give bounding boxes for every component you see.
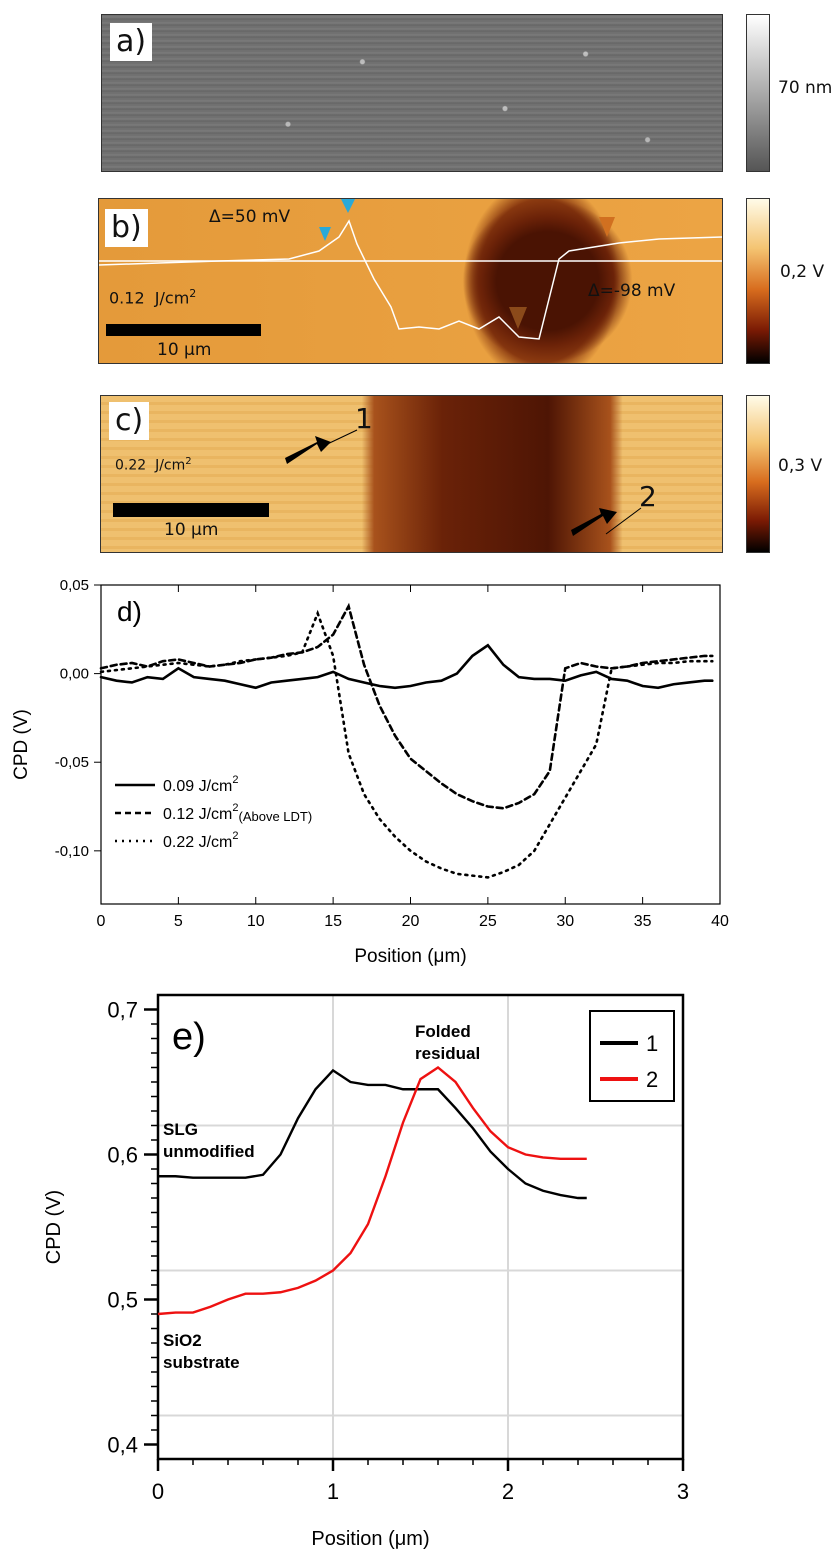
cpd-profiles-chart: d) 0 5 10 15 20 25 30 35 40 0,05 0,00 -0,05 -0,10 Posi… — [11, 577, 729, 967]
arrow-1 — [285, 436, 331, 464]
x-axis-label-e: Position (μm) — [311, 1528, 429, 1550]
legend-label-d-2: 0.12 J/cm2(Above LDT) — [163, 802, 312, 824]
y-tick-label-e: 0,7 — [107, 998, 138, 1023]
panel-a-label: a) — [110, 23, 153, 61]
y-tick-label-d: -0,10 — [55, 843, 89, 860]
colorbar-heat-c — [746, 395, 770, 553]
panel-b-label: b) — [105, 209, 148, 247]
annotation-sio2-substrate: SiO2 substrate — [163, 1331, 240, 1372]
annotation-slg-unmodified: SLG unmodified — [163, 1120, 255, 1161]
marker-1-label: 1 — [355, 402, 373, 435]
x-tick-label-e: 2 — [502, 1479, 514, 1504]
x-tick-label-e: 1 — [327, 1479, 339, 1504]
series-line-e-2 — [157, 1066, 587, 1316]
x-tick-label-e: 0 — [152, 1479, 164, 1504]
colorbar-c-label: 0,3 V — [778, 456, 823, 476]
legend-box-e — [589, 1010, 675, 1102]
fluence-b: 0.12 J/cm2 — [109, 287, 197, 308]
x-tick-label-d: 5 — [174, 913, 183, 930]
panel-c-label: c) — [109, 402, 150, 440]
colorbar-grayscale — [746, 14, 770, 172]
y-tick-label-e: 0,5 — [107, 1288, 138, 1313]
cpd-residual-chart: e) 0 1 2 3 0,7 0,6 0,5 0,4 Position (μm) CPD (V) 1 2… — [43, 993, 689, 1550]
y-axis-label-e: CPD (V) — [43, 1190, 65, 1264]
colorbar-a-label: 70 nm — [778, 78, 833, 98]
panel-d-label: d) — [117, 596, 142, 627]
orange-marker — [599, 217, 615, 237]
cyan-marker — [319, 227, 331, 241]
x-tick-label-d: 0 — [97, 913, 106, 930]
plot-frame-d — [100, 584, 721, 905]
colorbar-heat-b — [746, 198, 770, 364]
legend-label-e-2: 2 — [646, 1067, 658, 1092]
cyan-marker — [341, 199, 355, 213]
x-tick-label-d: 20 — [402, 913, 420, 930]
scalebar-b-label: 10 μm — [157, 340, 212, 360]
brown-marker — [509, 307, 527, 329]
x-tick-label-e: 3 — [677, 1479, 689, 1504]
series-line-e-1 — [158, 1068, 587, 1200]
x-axis-label-d: Position (μm) — [354, 946, 466, 967]
legend-label-e-1: 1 — [646, 1031, 658, 1056]
delta-negative: Δ=-98 mV — [588, 281, 676, 301]
colorbar-b-label: 0,2 V — [780, 262, 825, 282]
x-tick-label-d: 10 — [247, 913, 265, 930]
arrow-overlay — [285, 429, 642, 536]
delta-positive: Δ=50 mV — [209, 207, 291, 227]
arrow-2 — [571, 508, 617, 536]
legend-label-d-3: 0.22 J/cm2 — [163, 830, 238, 851]
annotation-folded-residual: Folded residual — [415, 1022, 480, 1063]
line-profile-overlay — [99, 199, 722, 340]
series-line-d-3 — [99, 609, 714, 879]
y-axis-label-d: CPD (V) — [11, 709, 32, 780]
kpfm-image-b: b) 0.12 J/cm2 10 μm Δ=50 mV Δ=-98 mV — [98, 198, 723, 364]
kpfm-image-c: c) 0.22 J/cm2 10 μm 1 2 — [100, 395, 723, 553]
x-tick-label-d: 30 — [556, 913, 574, 930]
scalebar-c — [113, 503, 269, 517]
panel-e-label: e) — [172, 1016, 206, 1058]
scalebar-b — [106, 324, 261, 336]
y-tick-label-e: 0,6 — [107, 1143, 138, 1168]
marker-2-label: 2 — [639, 480, 657, 513]
y-tick-label-e: 0,4 — [107, 1433, 138, 1458]
series-line-d-1 — [99, 643, 714, 690]
scalebar-c-label: 10 μm — [164, 520, 219, 540]
x-tick-label-d: 35 — [634, 913, 652, 930]
y-tick-label-d: -0,05 — [55, 754, 89, 771]
fluence-c: 0.22 J/cm2 — [115, 456, 192, 474]
x-tick-label-d: 40 — [711, 913, 729, 930]
y-tick-label-d: 0,00 — [60, 666, 89, 683]
x-tick-label-d: 25 — [479, 913, 497, 930]
x-tick-label-d: 15 — [324, 913, 342, 930]
y-tick-label-d: 0,05 — [60, 577, 89, 594]
legend-label-d-1: 0.09 J/cm2 — [163, 774, 238, 795]
afm-topography-image: a) — [101, 14, 723, 172]
